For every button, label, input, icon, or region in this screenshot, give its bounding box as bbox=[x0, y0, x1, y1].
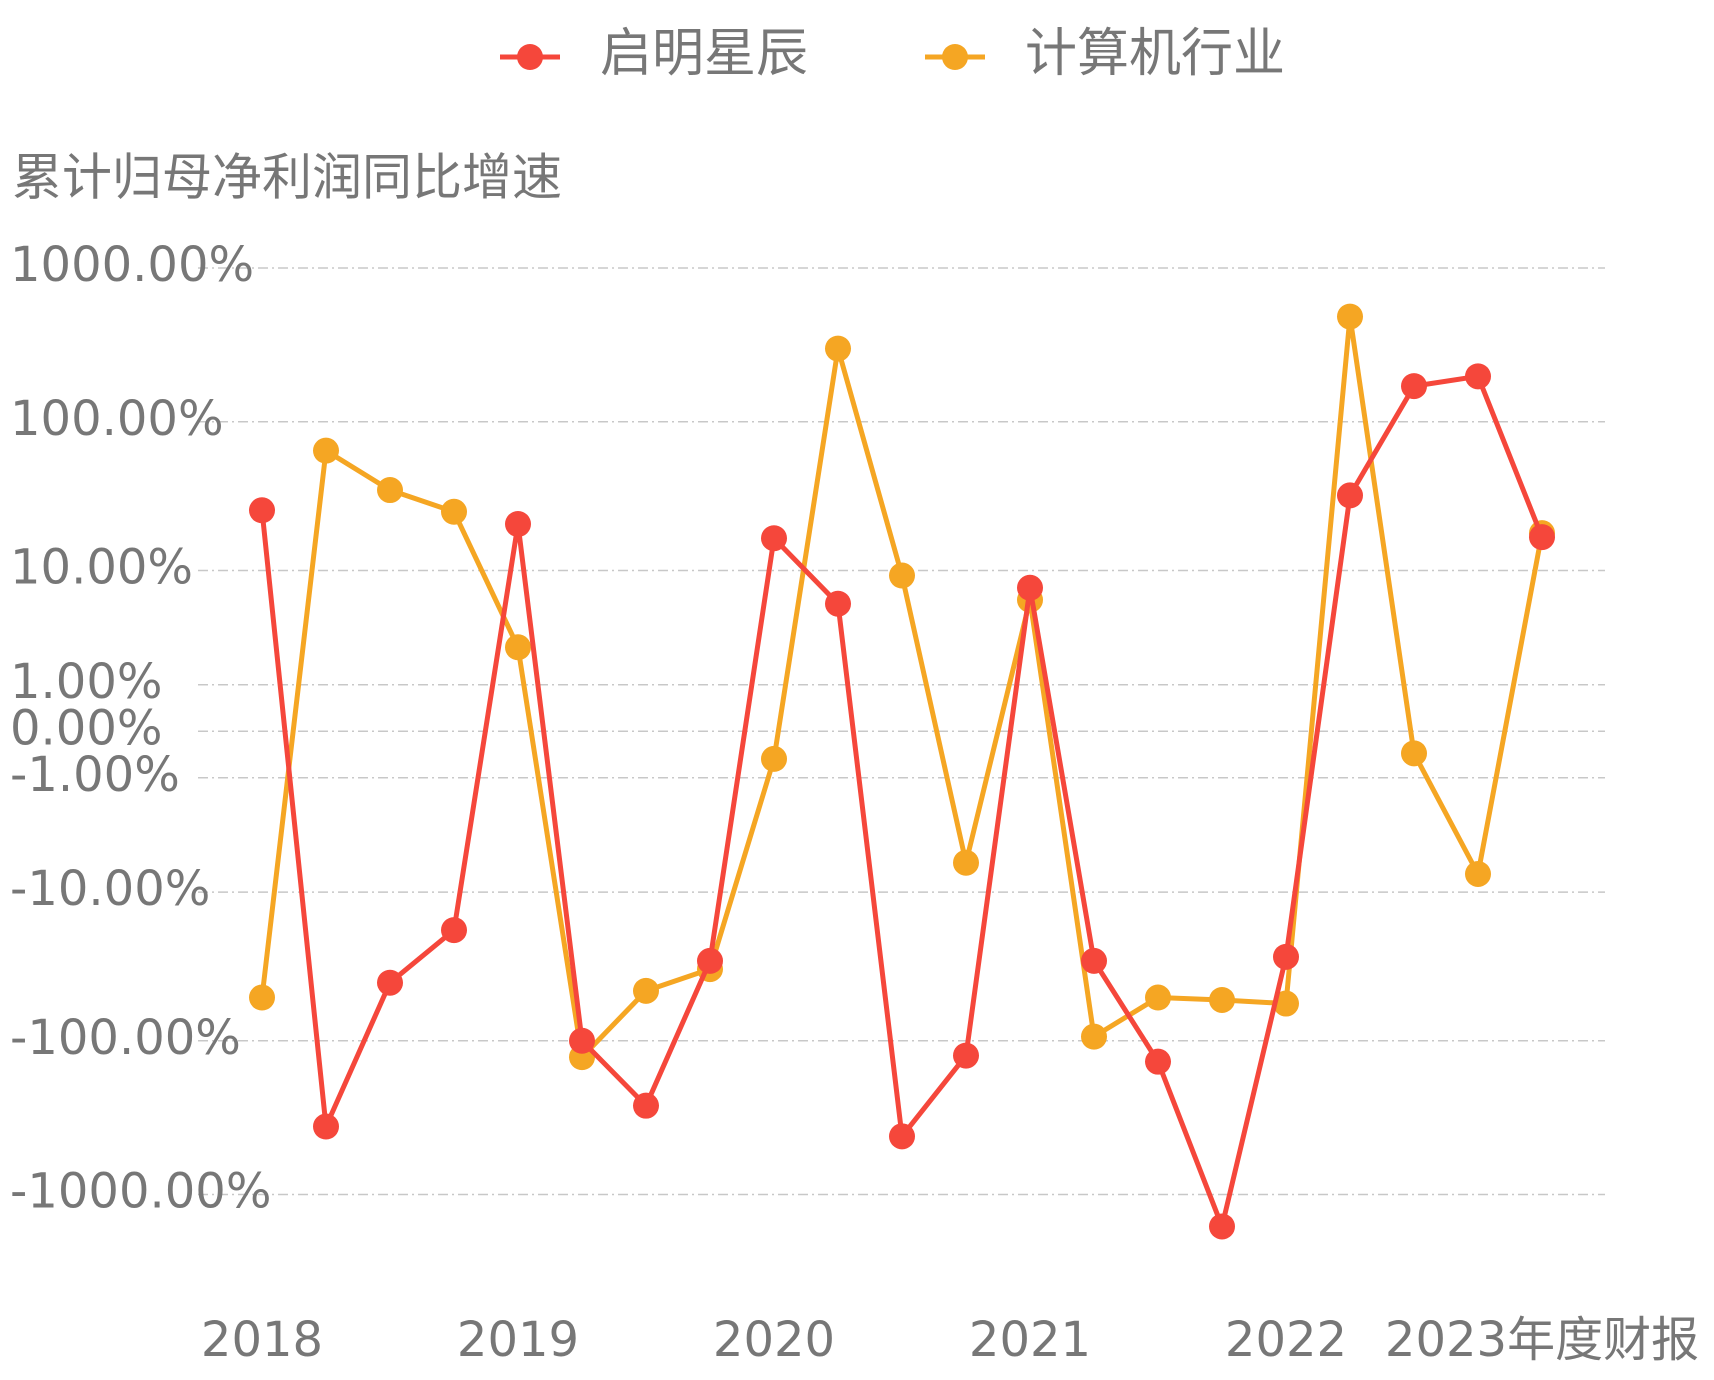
data-point bbox=[889, 1123, 915, 1150]
data-point bbox=[249, 984, 275, 1011]
data-point bbox=[633, 977, 659, 1004]
data-point bbox=[505, 634, 531, 661]
legend-marker bbox=[942, 44, 968, 70]
data-point bbox=[1273, 943, 1299, 970]
legend-label: 计算机行业 bbox=[1025, 24, 1285, 84]
y-axis-title: 累计归母净利润同比增速 bbox=[12, 149, 562, 207]
data-point bbox=[249, 497, 275, 524]
data-point bbox=[1081, 947, 1107, 974]
x-tick-label: 2021 bbox=[969, 1312, 1091, 1368]
data-point bbox=[1337, 303, 1363, 330]
data-point bbox=[1529, 524, 1555, 551]
data-point bbox=[1081, 1023, 1107, 1050]
y-tick-label: 0.00% bbox=[10, 700, 162, 756]
y-tick-label: -100.00% bbox=[10, 1010, 241, 1066]
data-point bbox=[1337, 482, 1363, 509]
data-point bbox=[633, 1092, 659, 1119]
data-point bbox=[1401, 373, 1427, 400]
data-point bbox=[1401, 740, 1427, 767]
data-point bbox=[377, 477, 403, 504]
x-tick-label: 2022 bbox=[1225, 1312, 1347, 1368]
data-point bbox=[441, 917, 467, 944]
y-tick-label: 100.00% bbox=[10, 391, 224, 447]
data-point bbox=[953, 849, 979, 876]
y-tick-label: -1.00% bbox=[10, 747, 180, 803]
data-point bbox=[1273, 990, 1299, 1017]
x-tick-label: 2023年度财报 bbox=[1385, 1312, 1699, 1368]
y-tick-label: -10.00% bbox=[10, 861, 210, 917]
data-point bbox=[569, 1027, 595, 1054]
data-point bbox=[825, 335, 851, 362]
data-point bbox=[761, 525, 787, 552]
data-point bbox=[1209, 986, 1235, 1013]
data-point bbox=[441, 498, 467, 525]
data-point bbox=[953, 1042, 979, 1069]
data-point bbox=[825, 590, 851, 617]
data-point bbox=[1465, 860, 1491, 887]
data-point bbox=[1209, 1213, 1235, 1240]
legend-marker bbox=[517, 44, 543, 70]
y-tick-label: 10.00% bbox=[10, 539, 193, 595]
y-tick-label: 1.00% bbox=[10, 654, 162, 710]
data-point bbox=[377, 969, 403, 996]
data-point bbox=[697, 947, 723, 974]
x-tick-label: 2020 bbox=[713, 1312, 835, 1368]
y-tick-label: 1000.00% bbox=[10, 237, 254, 293]
data-point bbox=[313, 437, 339, 464]
data-point bbox=[1017, 574, 1043, 601]
x-tick-label: 2018 bbox=[201, 1312, 323, 1368]
y-tick-label: -1000.00% bbox=[10, 1164, 271, 1220]
data-point bbox=[761, 745, 787, 772]
data-point bbox=[889, 562, 915, 589]
legend-label: 启明星辰 bbox=[600, 24, 808, 84]
data-point bbox=[505, 511, 531, 538]
x-tick-label: 2019 bbox=[457, 1312, 579, 1368]
data-point bbox=[1145, 1048, 1171, 1075]
data-point bbox=[1145, 984, 1171, 1011]
data-point bbox=[1465, 363, 1491, 390]
data-point bbox=[313, 1113, 339, 1140]
series-line bbox=[259, 314, 1545, 1060]
